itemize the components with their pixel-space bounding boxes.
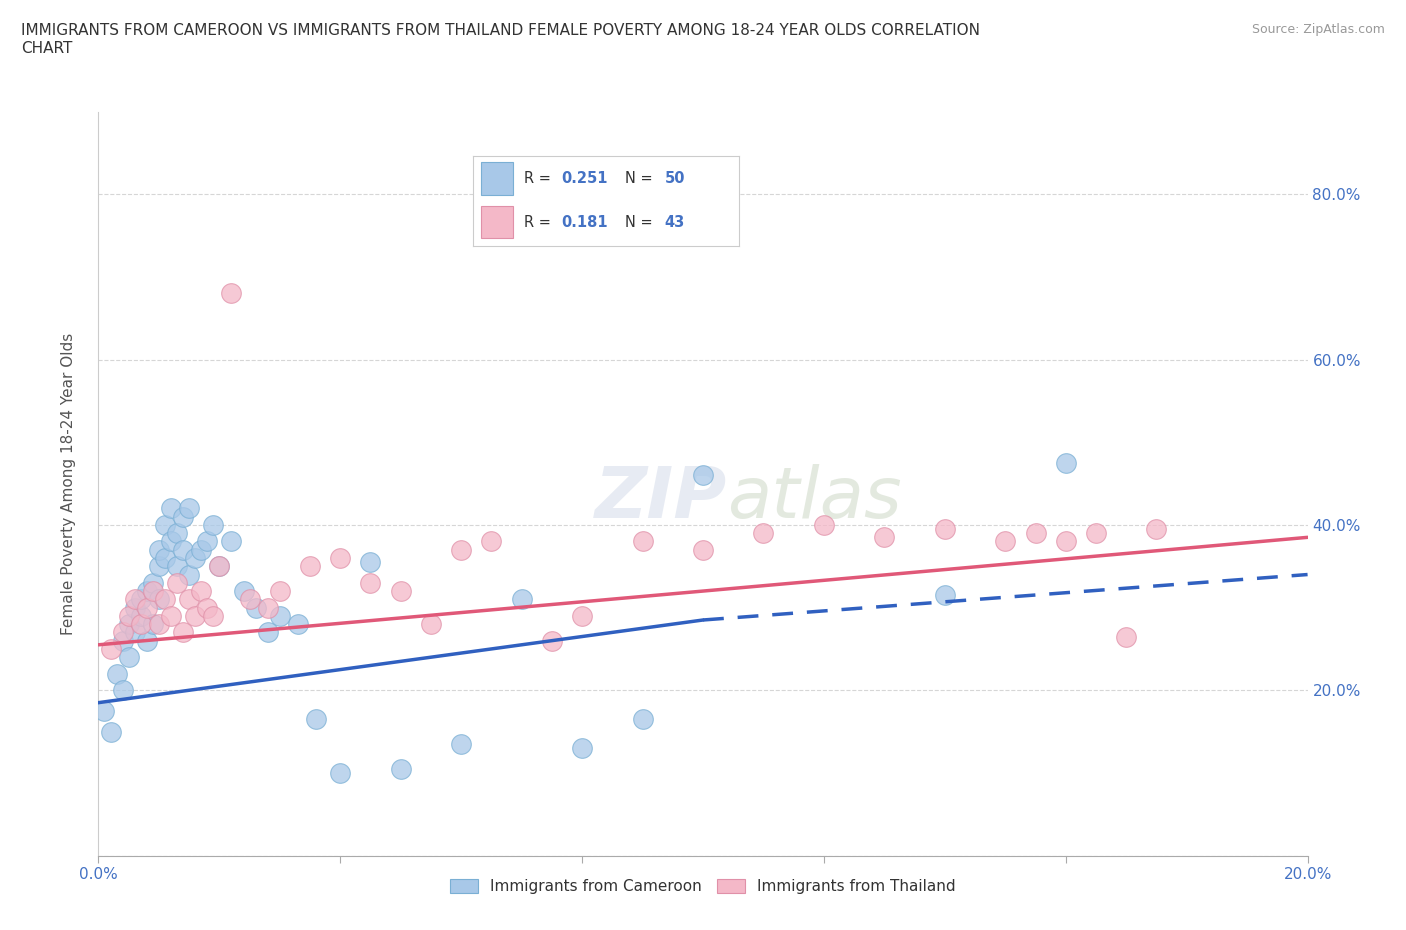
Point [221,286,243,301]
Point [142,576,165,591]
Point [221,534,243,549]
Point [420,617,443,631]
Point [160,501,183,516]
Point [305,711,328,726]
Point [184,608,207,623]
Point [93,703,115,718]
Point [179,501,201,516]
Point [160,534,183,549]
Legend: Immigrants from Cameroon, Immigrants from Thailand: Immigrants from Cameroon, Immigrants fro… [444,872,962,900]
Point [239,591,262,606]
Point [190,584,212,599]
Point [994,534,1017,549]
Point [389,584,412,599]
Point [179,567,201,582]
Point [540,633,562,648]
Point [450,737,472,751]
Point [118,650,141,665]
Text: atlas: atlas [727,464,901,533]
Point [256,600,278,615]
Point [873,530,896,545]
Point [179,591,201,606]
Point [934,588,956,603]
Point [202,608,225,623]
Point [166,576,188,591]
Point [450,542,472,557]
Point [129,608,152,623]
Point [129,617,152,631]
Point [329,765,352,780]
Point [287,617,309,631]
Point [329,551,352,565]
Point [571,608,593,623]
Text: IMMIGRANTS FROM CAMEROON VS IMMIGRANTS FROM THAILAND FEMALE POVERTY AMONG 18-24 : IMMIGRANTS FROM CAMEROON VS IMMIGRANTS F… [21,23,980,56]
Point [1054,456,1077,471]
Point [692,542,714,557]
Point [124,600,146,615]
Point [166,559,188,574]
Point [631,711,654,726]
Point [1115,629,1137,644]
Point [299,559,322,574]
Point [166,525,188,540]
Point [142,617,165,631]
Point [256,625,278,640]
Point [118,617,141,631]
Point [111,625,134,640]
Point [208,559,231,574]
Y-axis label: Female Poverty Among 18-24 Year Olds: Female Poverty Among 18-24 Year Olds [60,333,76,635]
Point [153,517,176,532]
Point [245,600,267,615]
Point [1085,525,1108,540]
Point [269,584,291,599]
Point [148,559,170,574]
Point [481,534,503,549]
Point [135,600,157,615]
Point [124,625,146,640]
Point [148,617,170,631]
Point [631,534,654,549]
Point [934,522,956,537]
Point [752,525,775,540]
Point [1144,522,1167,537]
Point [100,642,122,657]
Point [160,608,183,623]
Text: Source: ZipAtlas.com: Source: ZipAtlas.com [1251,23,1385,36]
Point [195,600,218,615]
Point [172,542,194,557]
Point [148,542,170,557]
Point [148,591,170,606]
Point [1024,525,1046,540]
Point [118,608,141,623]
Point [389,762,412,777]
Point [232,584,254,599]
Point [269,608,291,623]
Text: ZIP: ZIP [595,464,727,533]
Point [111,633,134,648]
Point [195,534,218,549]
Point [692,468,714,483]
Point [208,559,231,574]
Point [100,724,122,739]
Point [1054,534,1077,549]
Point [142,584,165,599]
Point [153,551,176,565]
Point [111,683,134,698]
Point [135,584,157,599]
Point [184,551,207,565]
Point [510,591,533,606]
Point [172,510,194,525]
Point [172,625,194,640]
Point [813,517,835,532]
Point [202,517,225,532]
Point [105,666,128,681]
Point [360,576,382,591]
Point [360,554,382,569]
Point [124,591,146,606]
Point [190,542,212,557]
Point [571,740,593,755]
Point [129,591,152,606]
Point [135,633,157,648]
Point [153,591,176,606]
